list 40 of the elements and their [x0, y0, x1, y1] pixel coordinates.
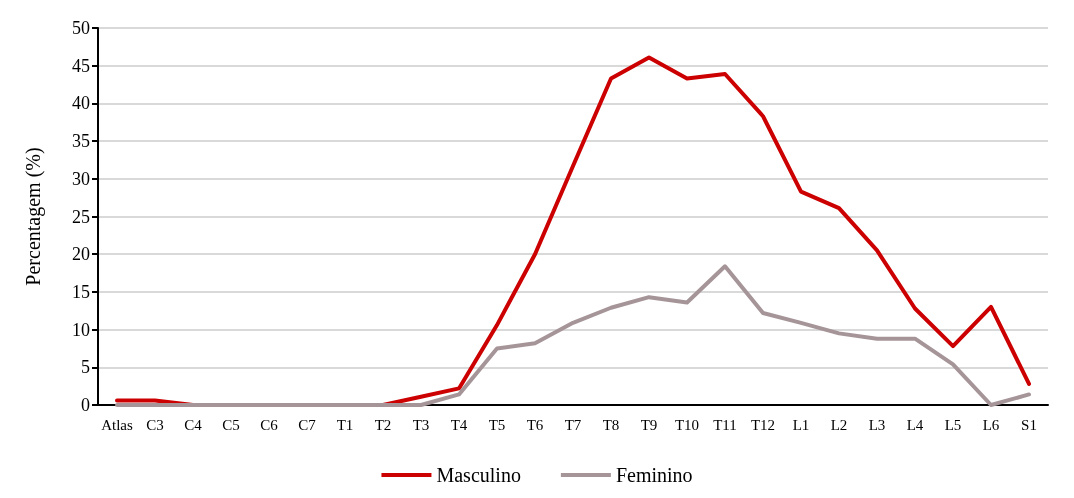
y-tick-label: 5	[81, 357, 90, 378]
legend-label: Masculino	[436, 464, 521, 486]
x-tick-label: T2	[374, 416, 392, 433]
x-tick-label: T1	[336, 416, 354, 433]
y-tick-label: 50	[72, 18, 90, 38]
y-tick-label: 15	[72, 281, 90, 302]
x-tick-label: L3	[868, 416, 886, 433]
x-tick-label: C7	[298, 416, 317, 433]
line-series	[115, 264, 1031, 407]
y-tick-label: 30	[72, 168, 90, 189]
x-tick-label: L2	[830, 416, 848, 433]
x-tick-label: T4	[450, 416, 468, 433]
x-tick-label: C6	[260, 416, 279, 433]
x-tick-label: C5	[222, 416, 240, 433]
y-tick-label: 35	[72, 131, 90, 152]
x-tick-label: T6	[526, 416, 544, 433]
x-tick-label: Atlas	[101, 416, 133, 433]
x-tick-label: L1	[792, 416, 810, 433]
legend-label: Feminino	[615, 464, 693, 486]
x-tick-label: T5	[488, 416, 506, 433]
y-tick-label: 25	[72, 206, 90, 227]
x-tick-label: T3	[412, 416, 430, 433]
y-tick-label: 45	[72, 55, 90, 76]
x-tick-label: T11	[713, 416, 737, 433]
y-tick-label: 10	[72, 319, 90, 340]
y-axis-title: Percentagem (%)	[22, 147, 45, 286]
x-tick-label: C3	[146, 416, 164, 433]
x-tick-label: T9	[640, 416, 658, 433]
x-tick-label: C4	[184, 416, 203, 433]
x-tick-label: T10	[674, 416, 700, 433]
x-tick-label: T8	[602, 416, 620, 433]
y-tick-label: 40	[72, 93, 90, 114]
x-tick-label: L5	[944, 416, 962, 433]
x-tick-label: T7	[564, 416, 582, 433]
x-tick-label: S1	[1021, 416, 1037, 433]
x-tick-label: L6	[982, 416, 1000, 433]
x-tick-label: L4	[906, 416, 924, 433]
x-tick-label: T12	[750, 416, 776, 433]
y-tick-label: 20	[72, 244, 90, 265]
y-tick-label: 0	[81, 395, 90, 415]
